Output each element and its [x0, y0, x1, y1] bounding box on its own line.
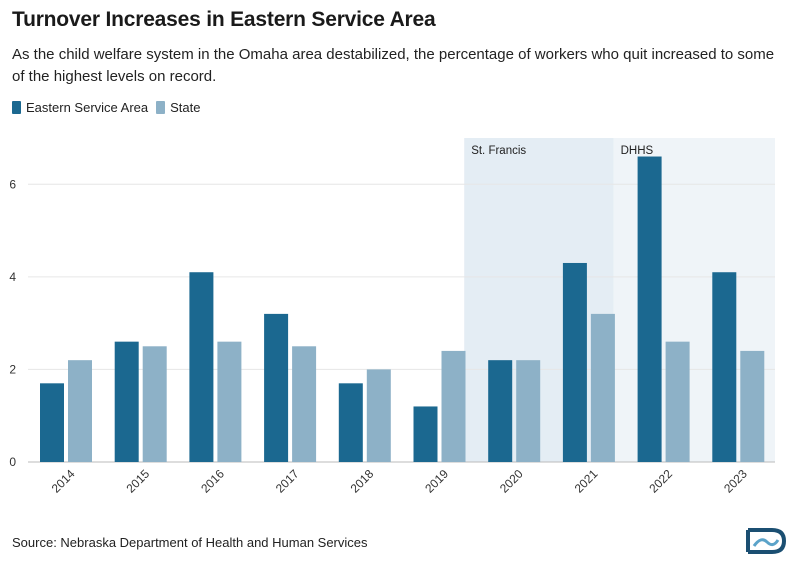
bar-state: [516, 360, 541, 462]
legend-swatch-eastern: [12, 101, 21, 114]
x-tick-label: 2022: [646, 467, 675, 496]
bar-eastern: [40, 383, 64, 462]
x-tick-label: 2016: [198, 467, 227, 496]
annotation-label: DHHS: [621, 145, 654, 157]
annotation-label: St. Francis: [471, 145, 526, 157]
x-tick-label: 2018: [348, 467, 377, 496]
bar-eastern: [189, 272, 214, 462]
legend-item-state: State: [156, 100, 200, 115]
x-tick-label: 2021: [572, 467, 601, 496]
bar-state: [68, 360, 92, 462]
x-tick-label: 2023: [721, 467, 750, 496]
bar-state: [665, 341, 690, 462]
bar-state: [590, 313, 615, 462]
bar-eastern: [413, 406, 438, 462]
bar-chart: St. Francis DHHS 0 2 4 6 2014 2015 2016 2017 2018 2…: [9, 138, 775, 496]
legend-swatch-state: [156, 101, 166, 114]
bar-state: [740, 350, 765, 462]
bar-state: [217, 341, 242, 462]
bar-state: [292, 346, 317, 462]
publisher-logo-icon: [746, 528, 787, 554]
chart-title: Turnover Increases in Eastern Service Ar…: [12, 8, 436, 31]
y-tick-label: 4: [9, 270, 16, 284]
bar-eastern: [114, 341, 139, 462]
bar-state: [366, 369, 391, 462]
bar-eastern: [637, 156, 662, 462]
legend-label-eastern: Eastern Service Area: [26, 100, 149, 115]
x-tick-label: 2019: [422, 467, 451, 496]
x-tick-label: 2015: [123, 467, 152, 496]
legend-label-state: State: [170, 100, 201, 115]
bar-state: [441, 350, 466, 462]
bar-eastern: [488, 360, 513, 462]
x-tick-label: 2014: [49, 467, 78, 496]
y-tick-label: 2: [9, 362, 16, 376]
y-tick-label: 0: [9, 455, 16, 469]
bar-eastern: [338, 383, 363, 462]
legend: Eastern Service Area State: [12, 100, 208, 115]
bar-eastern: [264, 313, 289, 462]
bar-eastern: [562, 262, 587, 462]
bar-state: [142, 346, 167, 462]
legend-item-eastern: Eastern Service Area: [12, 100, 148, 115]
x-tick-label: 2017: [273, 467, 302, 496]
source-note: Source: Nebraska Department of Health an…: [12, 535, 368, 550]
y-tick-label: 6: [9, 177, 16, 191]
x-tick-label: 2020: [497, 467, 526, 496]
chart-subtitle: As the child welfare system in the Omaha…: [12, 46, 775, 85]
bar-eastern: [712, 272, 737, 462]
